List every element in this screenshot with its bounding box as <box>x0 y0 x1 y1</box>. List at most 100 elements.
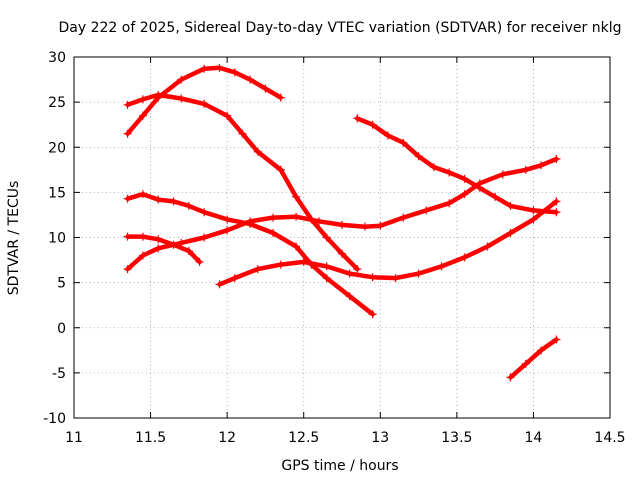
y-tick-label: 15 <box>48 185 66 201</box>
data-point <box>154 93 163 102</box>
series-line <box>125 156 559 272</box>
data-point <box>422 206 431 215</box>
data-point <box>123 232 132 241</box>
x-axis-label: GPS time / hours <box>281 458 398 474</box>
data-point <box>383 131 392 140</box>
x-tick-label: 13 <box>371 430 389 446</box>
data-point <box>360 222 369 231</box>
data-point <box>177 238 186 247</box>
data-point <box>215 280 224 289</box>
data-point <box>445 199 454 208</box>
data-point <box>276 260 285 269</box>
series-line <box>217 199 559 287</box>
series-s7 <box>215 197 561 289</box>
data-point <box>123 265 132 274</box>
data-point <box>223 226 232 235</box>
x-tick-label: 11 <box>65 430 83 446</box>
data-point <box>154 244 163 253</box>
data-point <box>368 273 377 282</box>
data-point <box>123 129 132 138</box>
data-point <box>460 174 469 183</box>
data-point <box>506 201 515 210</box>
data-point <box>506 228 515 237</box>
series-s2 <box>276 165 362 274</box>
data-point <box>498 170 507 179</box>
x-tick-label: 14.5 <box>594 430 625 446</box>
data-series <box>123 63 561 382</box>
series-s8 <box>353 114 561 217</box>
data-point <box>529 215 538 224</box>
data-point <box>521 165 530 174</box>
data-point <box>399 213 408 222</box>
data-point <box>506 373 515 382</box>
data-point <box>138 232 147 241</box>
y-tick-label: 10 <box>48 231 66 247</box>
data-point <box>215 63 224 72</box>
data-point <box>223 111 232 120</box>
y-tick-label: 0 <box>57 321 66 337</box>
data-point <box>483 242 492 251</box>
data-point <box>246 217 255 226</box>
data-point <box>414 152 423 161</box>
y-tick-label: -10 <box>43 411 66 427</box>
data-point <box>253 147 262 156</box>
y-axis-label: SDTVAR / TECUs <box>6 181 22 296</box>
data-point <box>537 346 546 355</box>
data-point <box>292 212 301 221</box>
x-tick-label: 13.5 <box>441 430 472 446</box>
series-line <box>508 337 559 380</box>
data-point <box>521 359 530 368</box>
data-point <box>537 161 546 170</box>
series-s3 <box>123 63 285 138</box>
data-point <box>460 190 469 199</box>
data-point <box>269 213 278 222</box>
data-point <box>123 100 132 109</box>
data-point <box>391 274 400 283</box>
data-point <box>138 111 147 120</box>
data-point <box>138 190 147 199</box>
series-s9 <box>506 335 561 382</box>
data-point <box>123 194 132 203</box>
data-point <box>200 233 209 242</box>
data-point <box>368 120 377 129</box>
data-point <box>429 163 438 172</box>
y-tick-label: -5 <box>52 366 66 382</box>
data-point <box>223 215 232 224</box>
y-tick-label: 25 <box>48 95 66 111</box>
data-point <box>292 242 301 251</box>
data-point <box>177 94 186 103</box>
data-point <box>184 201 193 210</box>
data-point <box>475 183 484 192</box>
data-point <box>138 95 147 104</box>
data-point <box>195 257 204 266</box>
data-point <box>154 195 163 204</box>
data-point <box>552 197 561 206</box>
data-point <box>230 274 239 283</box>
data-point <box>322 233 331 242</box>
data-point <box>376 221 385 230</box>
data-point <box>292 192 301 201</box>
data-point <box>169 197 178 206</box>
data-point <box>200 208 209 217</box>
y-tick-label: 5 <box>57 276 66 292</box>
y-tick-label: 30 <box>48 50 66 66</box>
data-point <box>276 93 285 102</box>
data-point <box>238 129 247 138</box>
data-point <box>261 84 270 93</box>
data-point <box>177 75 186 84</box>
data-point <box>269 228 278 237</box>
data-point <box>414 269 423 278</box>
y-tick-label: 20 <box>48 140 66 156</box>
data-point <box>491 192 500 201</box>
data-point <box>246 75 255 84</box>
data-point <box>154 235 163 244</box>
chart-title: Day 222 of 2025, Sidereal Day-to-day VTE… <box>59 20 622 36</box>
data-point <box>460 253 469 262</box>
data-point <box>338 249 346 258</box>
data-point <box>322 274 331 283</box>
data-point <box>184 247 193 256</box>
data-point <box>299 257 308 266</box>
data-point <box>353 114 362 123</box>
data-point <box>529 206 538 215</box>
